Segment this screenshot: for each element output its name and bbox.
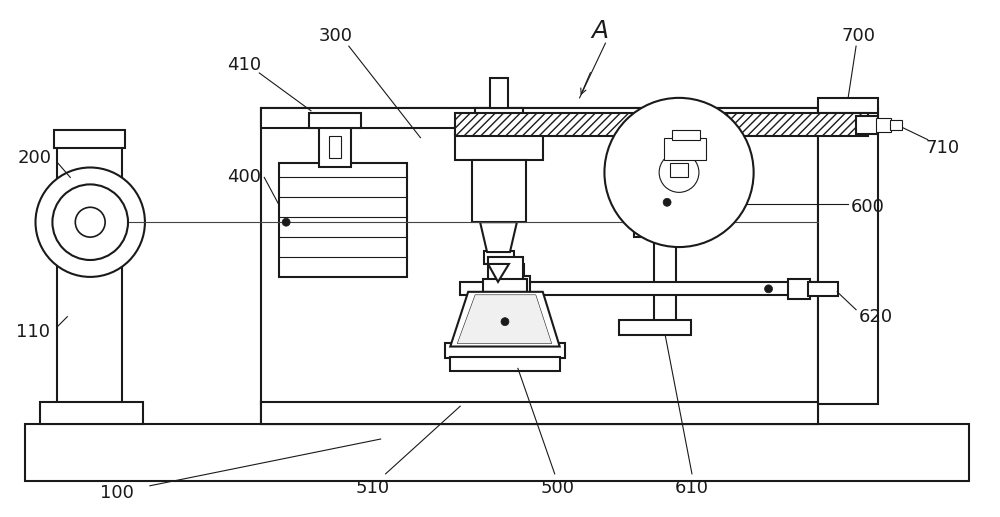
Text: 700: 700 — [841, 27, 875, 45]
Bar — [672, 130, 700, 140]
Bar — [498, 276, 530, 302]
Text: 100: 100 — [100, 484, 134, 501]
Bar — [876, 118, 891, 132]
Bar — [808, 282, 838, 296]
Bar — [261, 402, 818, 424]
Text: 400: 400 — [227, 169, 261, 187]
Bar — [445, 343, 565, 358]
Text: A: A — [591, 19, 608, 43]
Bar — [788, 279, 810, 299]
Bar — [25, 424, 969, 481]
Bar — [634, 165, 702, 237]
Bar — [472, 160, 526, 222]
Bar — [654, 168, 676, 327]
Circle shape — [663, 199, 671, 206]
Bar — [644, 156, 686, 171]
Bar — [40, 402, 143, 424]
Bar — [261, 108, 818, 404]
Text: 510: 510 — [356, 479, 390, 497]
Bar — [475, 108, 523, 133]
Circle shape — [765, 285, 773, 293]
Circle shape — [604, 98, 754, 247]
Polygon shape — [457, 295, 552, 343]
Text: 710: 710 — [926, 139, 960, 157]
Bar — [455, 113, 868, 135]
Text: 300: 300 — [319, 27, 353, 45]
Circle shape — [36, 168, 145, 277]
Bar — [261, 402, 818, 424]
Bar — [488, 257, 523, 282]
Bar — [818, 108, 878, 404]
Bar — [483, 279, 527, 292]
Bar — [54, 130, 125, 147]
Circle shape — [659, 153, 699, 192]
Text: 610: 610 — [675, 479, 709, 497]
Bar — [455, 132, 543, 160]
Bar — [460, 282, 818, 295]
Text: 200: 200 — [18, 148, 52, 166]
Bar — [309, 113, 361, 128]
Circle shape — [501, 317, 509, 326]
Bar — [450, 357, 560, 371]
Circle shape — [75, 207, 105, 237]
Bar — [261, 108, 818, 128]
Text: 500: 500 — [541, 479, 575, 497]
Text: 410: 410 — [227, 56, 261, 74]
Text: 110: 110 — [16, 323, 50, 341]
Bar — [619, 320, 691, 334]
Bar — [484, 251, 514, 264]
Bar — [57, 146, 122, 404]
Bar — [279, 162, 407, 277]
Polygon shape — [480, 222, 517, 252]
Bar — [504, 264, 524, 276]
Bar — [329, 135, 341, 158]
Bar — [856, 116, 878, 134]
Bar — [490, 78, 508, 108]
Bar — [890, 120, 902, 130]
Bar — [319, 123, 351, 168]
Bar — [670, 162, 688, 177]
Text: 600: 600 — [851, 199, 885, 216]
Bar — [664, 138, 706, 160]
Text: 620: 620 — [859, 308, 893, 326]
Circle shape — [52, 185, 128, 260]
Polygon shape — [488, 264, 509, 282]
Polygon shape — [450, 292, 560, 346]
Bar — [818, 98, 878, 113]
Circle shape — [282, 218, 290, 226]
